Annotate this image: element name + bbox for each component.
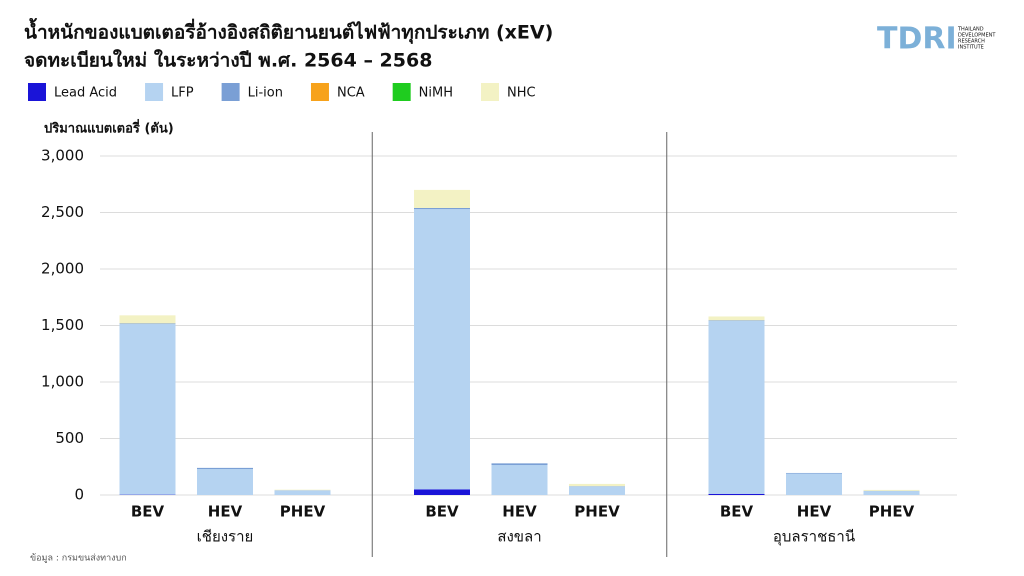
bar-segment [414,189,470,208]
bar-segment [274,490,331,495]
x-tick-label: HEV [208,503,243,521]
group-label: สงขลา [497,528,541,546]
x-tick-label: PHEV [280,503,326,521]
legend-swatch [481,83,499,101]
bar-segment [491,463,548,466]
bar-segment [414,209,470,490]
bar-segment [786,472,842,474]
bar-segment [708,320,765,321]
y-axis-label: ปริมาณแบตเตอรี่ (ตัน) [44,119,174,137]
legend-swatch [28,83,46,101]
bar-segment [786,473,842,495]
logo-line: THAILAND [957,27,984,33]
legend-swatch [145,83,164,101]
chart-title: น้ำหนักของแบตเตอรี่อ้างอิงสถิติยานยนต์ไฟ… [24,18,553,45]
legend-label: NCA [337,86,365,101]
logo-name: TDRI [877,22,957,57]
legend-swatch [310,83,329,101]
legend-label: NHC [507,86,536,101]
bar-segment [414,489,470,495]
bar-segment [119,323,176,325]
bar-segment [708,493,765,495]
group-label: เชียงราย [197,528,254,546]
bar-segment [863,489,920,491]
logo-line: INSTITUTE [958,45,984,51]
x-tick-label: PHEV [574,503,620,521]
bar-segment [197,469,253,495]
x-tick-label: BEV [720,503,754,521]
x-tick-label: HEV [502,503,537,521]
chart-subtitle: จดทะเบียนใหม่ ในระหว่างปี พ.ศ. 2564 – 25… [24,49,432,72]
bar-segment [491,465,548,495]
logo-line: RESEARCH [958,39,985,45]
legend-swatch [392,83,411,101]
y-tick-label: 2,000 [41,260,84,278]
x-tick-label: PHEV [869,503,915,521]
bar-segment [708,316,765,321]
bar-segment [863,491,920,495]
y-tick-label: 0 [74,486,84,504]
legend-label: Lead Acid [54,86,117,101]
source: ข้อมูล : กรมขนส่งทางบก [30,553,127,564]
legend-label: NiMH [419,86,453,101]
group-label: อุบลราชธานี [773,528,855,547]
legend-label: Li-ion [248,86,283,101]
y-tick-label: 1,500 [41,316,84,334]
bar-segment [414,207,470,210]
bar-segment [569,486,625,495]
bar-segment [119,324,176,495]
legend-label: LFP [171,86,194,101]
bar-segment [708,320,765,494]
bar-segment [119,315,176,324]
y-tick-label: 1,000 [41,373,84,391]
y-tick-label: 500 [55,429,84,447]
logo-line: DEVELOPMENT [958,33,996,39]
bar-segment [569,483,625,487]
y-tick-label: 2,500 [41,203,84,221]
legend-swatch [221,83,240,101]
y-tick-label: 3,000 [41,147,84,165]
x-tick-label: HEV [797,503,832,521]
x-tick-label: BEV [131,503,165,521]
bar-segment [274,489,331,491]
x-tick-label: BEV [425,503,459,521]
bar-segment [197,467,253,470]
